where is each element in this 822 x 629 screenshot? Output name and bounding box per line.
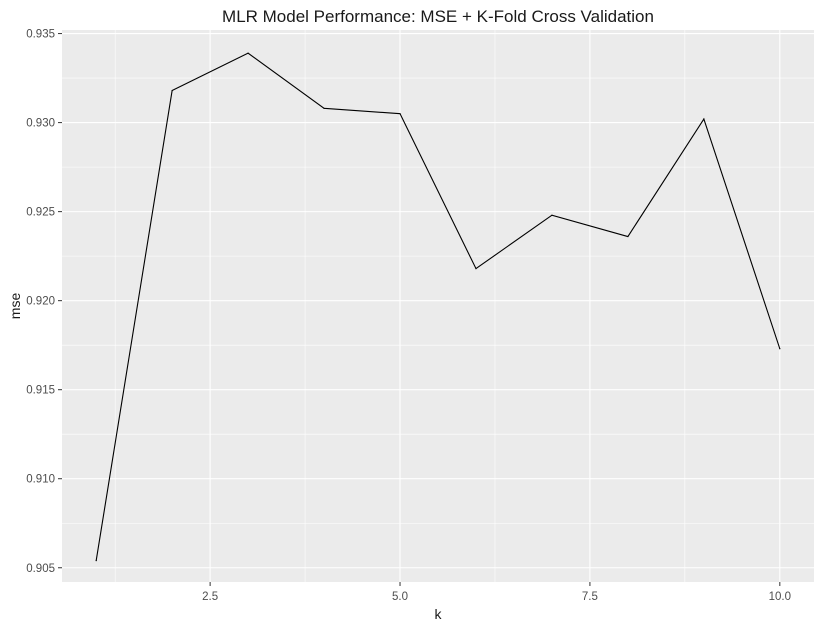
x-tick-label: 5.0 [392, 591, 408, 603]
y-tick-label: 0.915 [26, 385, 55, 397]
y-tick-label: 0.925 [26, 207, 55, 219]
x-axis-title: k [435, 606, 443, 622]
x-tick-label: 7.5 [582, 591, 598, 603]
data-point [399, 113, 401, 115]
major-grid [62, 30, 814, 582]
data-point [627, 235, 629, 238]
chart-title: MLR Model Performance: MSE + K-Fold Cros… [222, 7, 654, 26]
y-tick-label: 0.930 [26, 118, 55, 130]
x-tick-label: 10.0 [769, 591, 791, 603]
y-tick-label: 0.910 [26, 474, 55, 486]
x-axis: 2.5 5.0 7.5 10.0 [202, 582, 791, 603]
data-points [95, 52, 781, 562]
y-axis-title: mse [7, 293, 23, 320]
mse-line [95, 52, 781, 561]
data-point [323, 107, 325, 109]
data-point [171, 89, 173, 92]
y-axis: 0.905 0.910 0.915 0.920 0.925 0.930 0.935 [26, 29, 62, 575]
y-tick-label: 0.920 [26, 296, 55, 308]
data-point [247, 52, 249, 54]
data-point [95, 560, 97, 562]
data-point [475, 268, 477, 270]
y-tick-label: 0.935 [26, 29, 55, 41]
data-point [703, 118, 705, 120]
x-tick-label: 2.5 [202, 591, 218, 603]
plot-panel [62, 30, 814, 582]
data-point [551, 214, 553, 216]
minor-grid [62, 30, 814, 582]
y-tick-label: 0.905 [26, 563, 55, 575]
data-point [779, 348, 781, 350]
